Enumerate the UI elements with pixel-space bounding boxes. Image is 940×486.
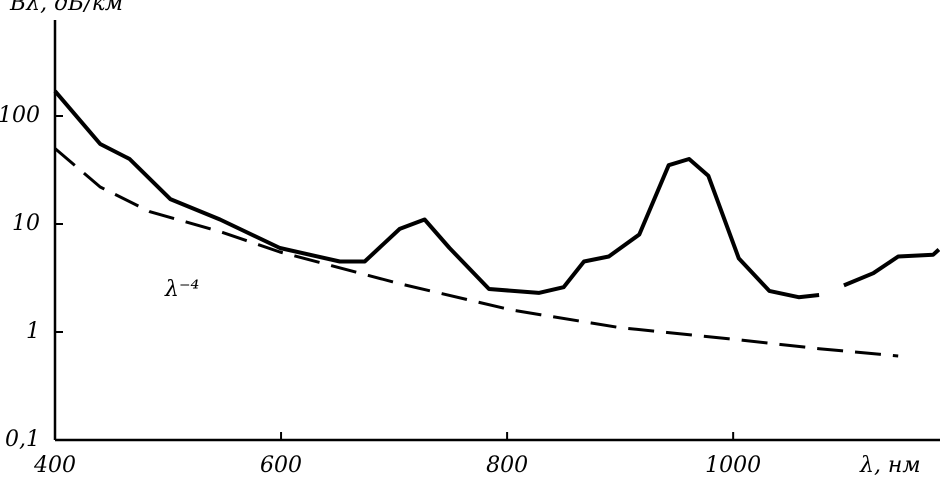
y-tick-label: 0,1 bbox=[5, 427, 40, 452]
data-line bbox=[53, 89, 940, 300]
x-tick-label: 800 bbox=[486, 453, 528, 478]
annotation: λ⁻⁴ bbox=[164, 277, 199, 302]
x-axis-label: λ, нм bbox=[859, 453, 921, 478]
data-line bbox=[54, 147, 899, 358]
y-axis-label: Bλ, дБ/км bbox=[9, 0, 123, 16]
y-tick-label: 10 bbox=[12, 211, 40, 236]
y-tick-label: 100 bbox=[0, 103, 40, 128]
x-tick-label: 600 bbox=[260, 453, 302, 478]
x-tick-label: 400 bbox=[33, 453, 76, 478]
y-tick-label: 1 bbox=[26, 319, 40, 344]
x-tick-label: 1000 bbox=[705, 453, 761, 478]
